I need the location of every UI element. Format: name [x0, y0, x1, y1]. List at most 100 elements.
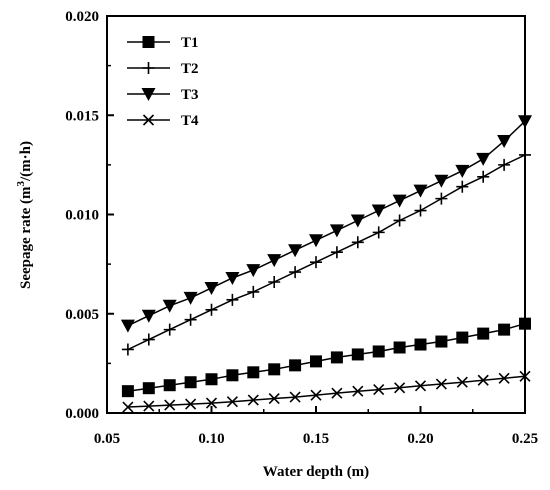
data-point-t2: [163, 323, 176, 336]
data-point-t1: [477, 327, 490, 340]
y-tick-label: 0.020: [65, 9, 99, 25]
data-point-t3: [518, 115, 532, 129]
data-point-t1: [519, 317, 531, 330]
data-point-t4: [394, 382, 406, 394]
data-point-t3: [120, 319, 135, 333]
data-point-t4: [477, 374, 489, 386]
data-point-t2: [184, 313, 197, 326]
data-point-t3: [183, 291, 198, 305]
data-point-t1: [163, 379, 176, 392]
data-point-t4: [247, 394, 259, 406]
x-tick-label: 0.10: [198, 431, 224, 447]
data-point-t3: [434, 174, 449, 188]
data-point-t1: [414, 338, 427, 351]
data-point-t2: [142, 333, 155, 346]
data-point-t2: [268, 275, 281, 288]
x-tick-label: 0.20: [407, 431, 433, 447]
data-point-t1: [351, 348, 364, 361]
legend-marker: [142, 36, 155, 48]
data-point-t3: [371, 204, 386, 218]
axis-ticks: 0.05 0.10 0.15 0.20 0.25 0.000 0.005 0.010 0.015…: [65, 9, 538, 447]
legend-item-t4: T4: [127, 113, 199, 129]
y-tick-label: 0.015: [65, 108, 99, 124]
data-point-t1: [205, 373, 218, 386]
y-axis-title-sup: 3: [15, 181, 27, 187]
data-point-t2: [205, 303, 218, 316]
data-point-t1: [142, 382, 155, 395]
data-point-t1: [372, 345, 385, 358]
data-point-t2: [351, 236, 364, 249]
data-point-t1: [289, 359, 302, 372]
data-point-t2: [310, 256, 322, 269]
data-point-t1: [330, 351, 343, 364]
data-point-t4: [456, 376, 468, 388]
data-point-t4: [435, 378, 447, 390]
data-point-t3: [455, 164, 470, 178]
data-point-t1: [393, 341, 406, 354]
data-point-t4: [289, 391, 301, 403]
data-point-t3: [309, 234, 323, 248]
data-point-t2: [456, 180, 469, 193]
legend-label: T4: [181, 113, 199, 129]
x-tick-label: 0.05: [94, 431, 120, 447]
series-t2: [121, 148, 531, 356]
y-axis-title-tail: /(m·h): [18, 141, 34, 182]
x-axis-title: Water depth (m): [263, 464, 369, 480]
data-point-t3: [476, 152, 491, 166]
legend-marker: [141, 88, 156, 101]
data-point-t3: [288, 244, 303, 258]
data-point-t2: [435, 192, 448, 205]
data-point-t1: [184, 376, 197, 389]
data-point-t4: [331, 387, 343, 399]
data-point-t2: [247, 285, 260, 298]
data-point-t3: [162, 299, 177, 313]
y-axis-title: Seepage rate (m3/(m·h): [15, 141, 34, 289]
data-point-t2: [519, 148, 531, 161]
legend-item-t2: T2: [127, 61, 199, 77]
y-tick-label: 0.005: [65, 307, 99, 323]
data-point-t2: [477, 170, 490, 183]
data-point-t3: [246, 264, 261, 278]
data-point-t4: [122, 401, 134, 413]
data-point-t2: [393, 214, 406, 227]
data-point-t4: [143, 400, 155, 412]
series-t3: [120, 115, 532, 333]
data-point-t3: [413, 184, 428, 198]
y-tick-label: 0.000: [65, 406, 99, 422]
data-point-t3: [141, 309, 156, 323]
data-point-t1: [247, 366, 260, 379]
legend-marker: [142, 62, 155, 74]
y-tick-label: 0.010: [65, 208, 99, 224]
data-point-t4: [185, 398, 197, 410]
x-tick-label: 0.25: [512, 431, 538, 447]
series-line-t4: [127, 375, 526, 408]
legend: T1 T2 T3 T4: [127, 35, 199, 129]
legend-item-t1: T1: [127, 35, 199, 51]
data-point-t1: [226, 369, 239, 382]
data-point-t4: [414, 380, 427, 392]
data-point-t2: [414, 204, 427, 217]
data-point-t1: [498, 323, 511, 336]
data-point-t3: [329, 224, 344, 238]
data-point-t4: [352, 385, 364, 397]
data-point-t3: [350, 214, 365, 228]
data-point-t2: [289, 266, 302, 279]
data-point-t2: [226, 293, 239, 306]
data-point-t2: [121, 343, 134, 356]
legend-item-t3: T3: [127, 87, 199, 103]
data-point-t4: [268, 392, 280, 405]
data-point-t4: [164, 399, 176, 411]
legend-label: T1: [181, 35, 199, 51]
data-point-t3: [497, 135, 512, 149]
data-point-t3: [225, 272, 240, 286]
series-t1: [121, 317, 531, 398]
data-point-t4: [373, 384, 385, 396]
legend-marker: [142, 114, 155, 126]
data-point-t1: [435, 335, 448, 348]
legend-label: T3: [181, 87, 199, 103]
data-point-t1: [268, 363, 281, 376]
data-point-t2: [372, 226, 385, 239]
data-point-t1: [310, 355, 322, 368]
data-point-t1: [456, 331, 469, 344]
data-point-t2: [498, 158, 511, 171]
